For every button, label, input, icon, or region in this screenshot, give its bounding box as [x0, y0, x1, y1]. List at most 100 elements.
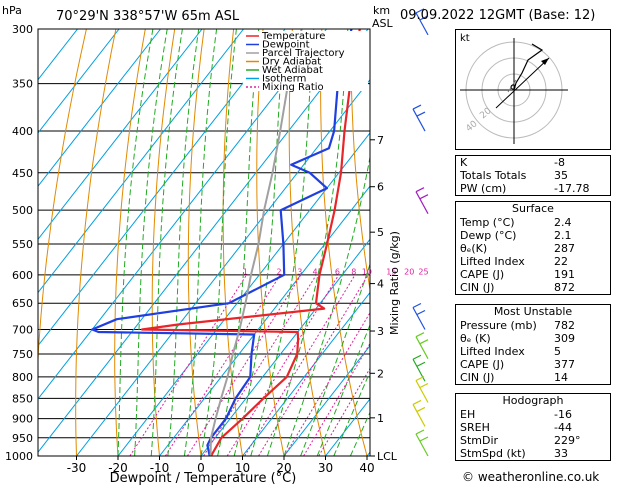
index-row-totals: Totals Totals 35 [460, 169, 568, 182]
km-tick-6: 6 [377, 181, 384, 194]
pressure-tick-600: 600 [12, 269, 33, 282]
temp-tick-0: 0 [197, 461, 205, 475]
isotherm--50 [38, 29, 327, 400]
mixing-ratio-15 [284, 311, 370, 456]
mixing-ratio-4 [203, 274, 317, 456]
mixing-ratio-label-15: 15 [386, 268, 396, 277]
mu-theta-e: θₑ (K) 309 [460, 332, 575, 345]
mixing-ratio-label-1: 1 [243, 268, 248, 277]
dry-adiabat--40 [38, 29, 87, 367]
series-dewpoint [91, 29, 353, 456]
hodo-sreh: SREH -44 [460, 421, 572, 434]
pressure-tick-1000: 1000 [5, 450, 33, 463]
pressure-tick-750: 750 [12, 348, 33, 361]
hodograph-storm-arrowhead [541, 58, 549, 65]
wind-barb-flag [419, 15, 429, 21]
km-tick-4: 4 [377, 278, 384, 291]
km-unit-label: km [373, 4, 390, 17]
hodo-stmspd: StmSpd (kt) 33 [460, 447, 568, 460]
km-tick-3: 3 [377, 325, 384, 338]
wind-barb-flag [416, 309, 426, 316]
wind-barb-400 [412, 104, 426, 132]
dry-adiabat-140 [616, 29, 629, 456]
isotherm--20 [117, 132, 370, 456]
legend-label-3: Dry Adiabat [262, 57, 321, 68]
wind-barb-staff [415, 336, 429, 359]
wet-adiabat-28 [316, 323, 370, 456]
hodograph-mean-wind [507, 79, 517, 93]
km-tick-1: 1 [377, 412, 384, 425]
wet-adiabat--20 [117, 29, 154, 456]
dry-adiabat--30 [75, 29, 117, 456]
wet-adiabat-0 [200, 29, 237, 456]
mixing-ratio-label-25: 25 [418, 268, 428, 277]
wind-barb-1000 [415, 429, 429, 457]
mu-cin: CIN (J) 14 [460, 371, 568, 384]
most-unstable-table: Most Unstable Pressure (mb) 782 θₑ (K) 309… [455, 304, 611, 385]
isotherm--40 [38, 29, 369, 453]
hpa-unit-label: hPa [2, 4, 22, 17]
wind-barb-305 [415, 8, 429, 36]
temp-tick--20: -20 [108, 461, 128, 475]
surface-dewp: Dewp (°C) 2.1 [460, 229, 572, 242]
wind-barb-flag [415, 8, 425, 14]
wet-adiabat-16 [266, 29, 349, 456]
legend-background [243, 31, 368, 91]
wind-barb-flag [416, 111, 426, 117]
legend-label-4: Wet Adiabat [262, 65, 323, 76]
surface-cin: CIN (J) 872 [460, 281, 575, 294]
pressure-tick-350: 350 [12, 78, 33, 91]
mu-pressure: Pressure (mb) 782 [460, 319, 575, 332]
wet-adiabat-20 [283, 154, 370, 456]
wet-adiabat--16 [134, 29, 168, 456]
wet-adiabat-32 [333, 370, 370, 456]
temp-tick-30: 30 [318, 461, 333, 475]
mixing-ratio-6 [226, 274, 340, 456]
wind-barb-staff [412, 108, 426, 132]
hodograph-storm-vector [495, 57, 550, 109]
wet-adiabat-8 [233, 29, 285, 456]
temp-tick--10: -10 [150, 461, 170, 475]
x-axis-label: Dewpoint / Temperature (°C) [110, 471, 297, 486]
wind-barb-flag [419, 382, 429, 389]
mixing-ratio-label-2: 2 [276, 268, 281, 277]
wind-barb-flag [416, 361, 426, 367]
mixing-ratio-8 [244, 274, 356, 456]
legend-label-1: Dewpoint [262, 40, 310, 51]
wind-barb-flag [419, 339, 429, 345]
station-title: 70°29'N 338°57'W 65m ASL [56, 9, 240, 24]
wind-barb-staff [415, 433, 429, 457]
hodograph-ring-label-20: 20 [478, 106, 493, 121]
hodograph-plot: kt 40 20 [460, 33, 568, 144]
wind-barb-flag [412, 302, 422, 309]
pressure-tick-900: 900 [12, 413, 33, 426]
mixing-ratio-label-6: 6 [335, 268, 340, 277]
wind-barb-700 [412, 302, 426, 330]
surface-theta-e: θₑ(K) 287 [460, 242, 575, 255]
mu-cape: CAPE (J) 377 [460, 358, 575, 371]
hodograph-origin-marker [510, 84, 516, 90]
surface-table: Surface Temp (°C) 2.4 Dewp (°C) 2.1 θₑ(K) 2… [455, 201, 611, 295]
wind-barb-staff [415, 380, 429, 403]
mu-lifted-index: Lifted Index 5 [460, 345, 561, 358]
surface-lifted-index: Lifted Index 22 [460, 255, 568, 268]
dry-adiabat-50 [350, 29, 370, 293]
dry-adiabat-30 [288, 29, 326, 456]
chart-profiles [91, 29, 361, 456]
pressure-tick-800: 800 [12, 371, 33, 384]
dry-adiabat-0 [187, 29, 205, 456]
wind-barb-920 [412, 399, 426, 427]
mixing-ratio-10 [258, 274, 369, 456]
isotherm-20 [283, 344, 370, 456]
mixing-ratio-20 [303, 342, 370, 456]
legend-label-5: Isotherm [262, 74, 306, 85]
dry-adiabat--10 [151, 29, 176, 456]
legend-label-6: Mixing Ratio [262, 82, 324, 93]
most-unstable-title: Most Unstable [493, 305, 573, 318]
surface-cape: CAPE (J) 191 [460, 268, 575, 281]
pressure-tick-550: 550 [12, 238, 33, 251]
isotherm--90 [38, 29, 161, 187]
mixing-ratio-label-4: 4 [313, 268, 318, 277]
